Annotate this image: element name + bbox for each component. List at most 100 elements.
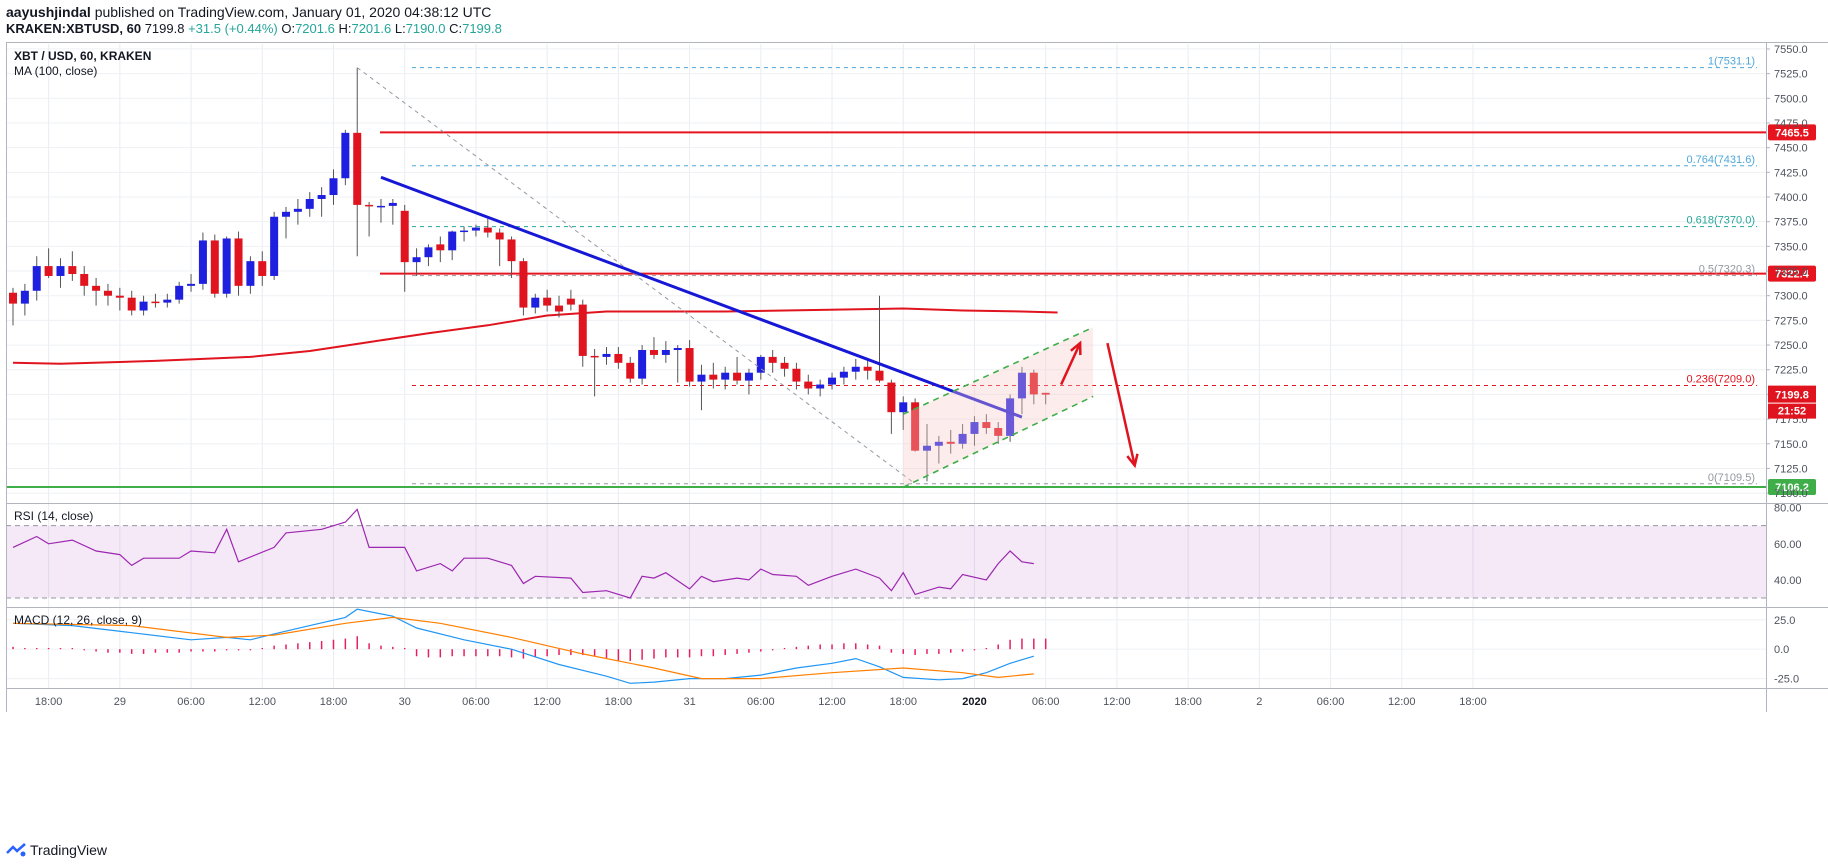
candle[interactable]: [863, 358, 872, 380]
candle[interactable]: [32, 256, 41, 301]
candle[interactable]: [9, 287, 17, 326]
channel-upper-line: [902, 326, 1094, 415]
candle[interactable]: [222, 236, 231, 298]
candle[interactable]: [187, 273, 196, 292]
candle-body: [685, 348, 694, 382]
candle[interactable]: [578, 299, 587, 367]
candle[interactable]: [780, 356, 789, 377]
candle[interactable]: [80, 266, 89, 296]
candle[interactable]: [733, 356, 742, 385]
candle[interactable]: [448, 230, 457, 261]
candle[interactable]: [56, 258, 65, 288]
candle[interactable]: [20, 283, 29, 316]
candle[interactable]: [68, 251, 77, 281]
candle[interactable]: [531, 293, 540, 314]
bearish-trendline: [380, 175, 1023, 419]
candle[interactable]: [460, 226, 469, 242]
time-axis-label: 12:00: [533, 696, 561, 708]
candle[interactable]: [198, 232, 207, 290]
candle[interactable]: [483, 218, 492, 238]
candle[interactable]: [1029, 369, 1038, 405]
candle[interactable]: [851, 358, 860, 380]
candle[interactable]: [1017, 366, 1026, 415]
candle[interactable]: [92, 277, 101, 306]
candle[interactable]: [329, 169, 338, 205]
candle[interactable]: [721, 366, 730, 390]
chart-canvas[interactable]: 1(7531.1) 0.764(7431.6) 0.618(7370.0) 0.5(7…: [0, 42, 1828, 842]
candle[interactable]: [270, 211, 279, 280]
candle-body: [436, 244, 445, 251]
candle[interactable]: [685, 340, 694, 387]
candle[interactable]: [899, 396, 908, 430]
author-name[interactable]: aayushjindal: [6, 4, 91, 20]
candle[interactable]: [994, 422, 1003, 444]
candle[interactable]: [424, 244, 433, 267]
candle[interactable]: [103, 283, 112, 306]
candle[interactable]: [400, 204, 409, 292]
candle[interactable]: [804, 374, 813, 395]
candle-body: [317, 195, 326, 199]
candle[interactable]: [661, 341, 670, 363]
candle[interactable]: [709, 362, 718, 389]
candle[interactable]: [365, 201, 374, 237]
candle[interactable]: [839, 366, 848, 385]
candle[interactable]: [127, 290, 136, 316]
candle[interactable]: [970, 416, 979, 446]
candle[interactable]: [44, 248, 53, 278]
candle[interactable]: [519, 258, 528, 316]
candle[interactable]: [317, 187, 326, 217]
candle[interactable]: [816, 379, 825, 397]
candle[interactable]: [258, 251, 267, 286]
candle[interactable]: [353, 67, 362, 257]
candle[interactable]: [471, 224, 480, 237]
candle[interactable]: [946, 429, 955, 454]
open-label: O:: [281, 21, 296, 36]
candle[interactable]: [649, 337, 658, 359]
candle[interactable]: [282, 206, 291, 239]
candle[interactable]: [602, 347, 611, 365]
candle[interactable]: [293, 198, 302, 225]
candle[interactable]: [828, 372, 837, 390]
candle[interactable]: [887, 379, 896, 434]
ma-legend: MA (100, close): [14, 64, 97, 78]
candle[interactable]: [246, 256, 255, 294]
candle[interactable]: [1041, 392, 1050, 405]
candle[interactable]: [614, 347, 623, 369]
candle[interactable]: [163, 293, 172, 308]
candle[interactable]: [115, 287, 124, 311]
candle[interactable]: [875, 295, 884, 383]
candle[interactable]: [934, 435, 943, 464]
candle[interactable]: [566, 289, 575, 311]
candle[interactable]: [234, 231, 243, 296]
candle[interactable]: [744, 368, 753, 395]
candle[interactable]: [756, 354, 765, 380]
candle-body: [851, 366, 860, 372]
candle[interactable]: [792, 362, 801, 390]
candle[interactable]: [922, 424, 931, 482]
candle[interactable]: [768, 350, 777, 373]
candle[interactable]: [911, 398, 920, 452]
candle[interactable]: [638, 345, 647, 385]
candle[interactable]: [151, 293, 160, 308]
fib-level-label: 0(7109.5): [1708, 472, 1755, 484]
candle[interactable]: [175, 281, 184, 304]
candle[interactable]: [436, 236, 445, 263]
candle[interactable]: [543, 289, 552, 312]
candle[interactable]: [1006, 394, 1015, 442]
candle[interactable]: [210, 234, 219, 298]
candle[interactable]: [697, 364, 706, 411]
candle[interactable]: [139, 295, 148, 316]
candle[interactable]: [376, 198, 385, 223]
candle[interactable]: [388, 198, 397, 225]
candle[interactable]: [982, 414, 991, 434]
candle[interactable]: [673, 345, 682, 383]
candle[interactable]: [958, 424, 967, 449]
candle[interactable]: [305, 192, 314, 217]
candle[interactable]: [555, 295, 564, 318]
candle[interactable]: [495, 228, 504, 267]
candle[interactable]: [590, 349, 599, 397]
candle[interactable]: [507, 236, 516, 278]
candle[interactable]: [341, 129, 350, 186]
candle[interactable]: [412, 248, 421, 276]
candle[interactable]: [626, 356, 635, 383]
